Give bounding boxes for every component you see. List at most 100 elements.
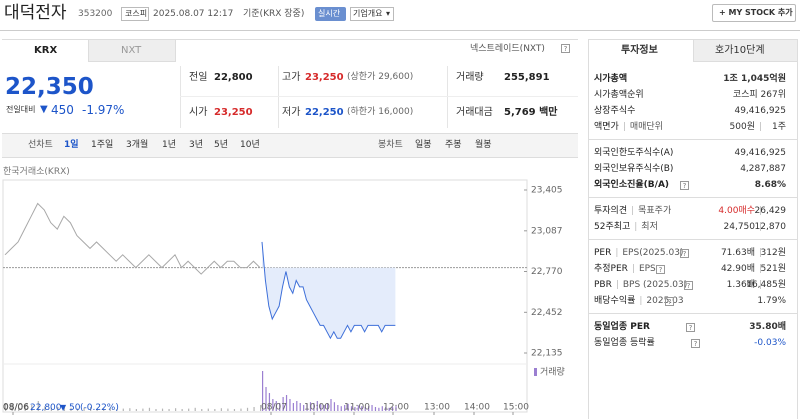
my-stock[interactable]: + MY STOCK 추가 (719, 8, 793, 17)
volume-bar (70, 407, 72, 411)
volume-bar (364, 407, 366, 411)
info-value: 49,416,925 (734, 106, 786, 116)
stat-value: 5,769 백만 (504, 107, 558, 118)
info-value: 500원 (729, 122, 755, 132)
company-btn[interactable] (350, 7, 394, 21)
market-tab-label[interactable]: KRX (34, 45, 58, 56)
volume-key (534, 368, 537, 376)
period[interactable]: 5년 (214, 140, 229, 150)
volume-bar (240, 408, 242, 411)
volume-bar (350, 406, 353, 411)
help-icon[interactable]: ? (691, 339, 700, 348)
price: 22,350 (5, 74, 94, 100)
market-tab[interactable] (2, 40, 89, 62)
separator: | (615, 248, 619, 258)
volume-bar (292, 403, 294, 411)
info-value: 4.00매수 (718, 206, 755, 216)
volume-bar (155, 409, 157, 411)
volume-bar (289, 399, 291, 411)
info-label: 외국인보유주식수(B) (594, 164, 674, 174)
info-tab[interactable] (693, 40, 797, 62)
info-value: 1조 1,045억원 (723, 74, 786, 84)
chart: 23,405 23,087 22,770 22,452 22,135 거래량 08/06 08… (2, 179, 565, 415)
info-rule (589, 313, 797, 314)
separator: | (631, 264, 635, 274)
help-icon[interactable]: ? (680, 249, 689, 258)
stat-label: 저가 (282, 107, 301, 118)
x-tick-label: 14:00 (464, 403, 490, 413)
volume-bar (347, 403, 349, 411)
stat-value: 23,250 (305, 72, 344, 83)
period[interactable]: 1주일 (91, 140, 114, 150)
info-value: 16,485원 (746, 280, 786, 290)
stat-value: 22,800 (214, 72, 253, 83)
info-value: 521원 (760, 264, 786, 274)
info-label: PBR (594, 280, 612, 290)
period[interactable]: 1일 (64, 140, 79, 150)
stat-divider (180, 66, 181, 128)
volume-bar (37, 401, 39, 411)
x-tick-label: 08/06 (3, 403, 29, 413)
period[interactable]: 3개월 (126, 140, 149, 150)
live: 실시간 (318, 9, 341, 18)
volume-bar (122, 408, 124, 411)
stat-note: (하한가 16,000) (347, 107, 414, 117)
help-icon[interactable]: ? (684, 281, 693, 290)
volume-bar (385, 407, 387, 411)
chart-source: 한국거래소(KRX) (3, 167, 70, 177)
help-icon[interactable]: ? (665, 297, 674, 306)
info-value: 42.90배 (720, 264, 755, 274)
volume-bar (83, 407, 85, 411)
period[interactable]: 1년 (162, 140, 177, 150)
period[interactable]: 주봉 (445, 140, 462, 150)
help-icon[interactable]: ? (680, 181, 689, 190)
info-tab-label[interactable]: 호가10단계 (715, 45, 765, 56)
help-icon[interactable]: ? (656, 265, 665, 274)
info-label: 시가총액 (594, 74, 628, 84)
info-tab[interactable] (589, 40, 693, 62)
y-tick-label: 22,770 (531, 267, 563, 277)
volume-bar (371, 405, 373, 411)
period-label: 선차트 (28, 140, 53, 150)
volume-bar (275, 401, 277, 411)
y-tick-label: 23,405 (531, 186, 563, 196)
volume-bar (246, 407, 249, 411)
company[interactable]: 기업개요 (353, 9, 383, 18)
mystock-btn[interactable] (712, 4, 796, 22)
volume-bar (388, 407, 390, 411)
separator: | (759, 206, 763, 216)
period[interactable]: 10년 (240, 140, 260, 150)
volume-bar (44, 406, 46, 411)
separator: | (634, 222, 638, 232)
info-tab-label[interactable]: 투자정보 (621, 45, 658, 56)
volume-bar (5, 403, 7, 411)
x-tick-label: 13:00 (424, 403, 450, 413)
help-icon[interactable]: ? (561, 44, 570, 53)
stat-divider (278, 66, 279, 128)
market-tab[interactable] (89, 40, 176, 62)
volume-bar (90, 407, 92, 411)
info-value: 8.68% (754, 180, 786, 190)
volume-bar (303, 405, 305, 411)
info-label: BPS (2025.03) (622, 280, 688, 290)
help-icon[interactable]: ? (686, 323, 695, 332)
info-rule (589, 239, 797, 240)
volume-bar (63, 405, 66, 411)
separator: | (759, 122, 763, 132)
volume-bar (161, 408, 164, 411)
volume-bar (181, 409, 183, 411)
volume-bar (260, 405, 262, 411)
info-value: 26,429 (754, 206, 787, 216)
info-value: 71.63배 (720, 248, 755, 258)
volume-bar (285, 395, 288, 411)
info-label: 매매단위 (629, 122, 663, 132)
period[interactable]: 3년 (189, 140, 204, 150)
stat-label: 고가 (282, 72, 301, 83)
price-line (4, 202, 261, 275)
period[interactable]: 월봉 (475, 140, 492, 150)
volume-bar (76, 408, 79, 411)
market-tab-label[interactable]: NXT (121, 45, 142, 56)
volume-bar (96, 409, 98, 411)
down-icon: ▼ (40, 104, 48, 115)
period[interactable]: 일봉 (415, 140, 432, 150)
